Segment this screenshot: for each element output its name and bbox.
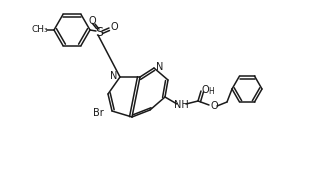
Text: NH: NH bbox=[174, 100, 188, 110]
Text: O: O bbox=[210, 101, 218, 111]
Text: O: O bbox=[201, 85, 209, 95]
Text: O: O bbox=[88, 16, 96, 26]
Text: Br: Br bbox=[93, 108, 103, 118]
Text: S: S bbox=[95, 26, 103, 38]
Text: O: O bbox=[110, 22, 118, 32]
Text: CH₃: CH₃ bbox=[32, 26, 48, 35]
Text: N: N bbox=[156, 62, 164, 72]
Text: H: H bbox=[208, 88, 214, 97]
Text: N: N bbox=[110, 71, 118, 81]
